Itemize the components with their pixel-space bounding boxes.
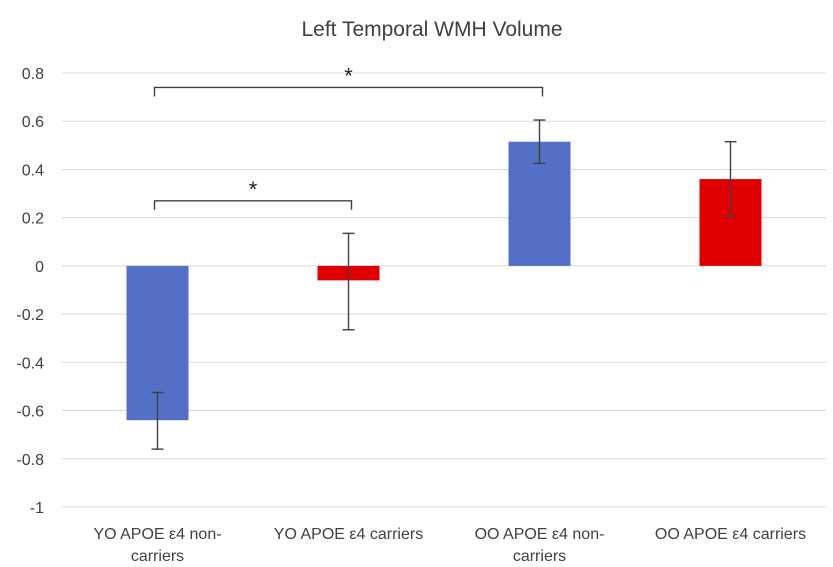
significance-bracket [153, 200, 353, 210]
y-tick-label: 0.2 [22, 211, 44, 228]
chart-title: Left Temporal WMH Volume [301, 18, 562, 41]
x-category-label: carriers [513, 548, 566, 565]
bar-layer [126, 141, 762, 421]
significance-marker: * [249, 177, 258, 202]
y-tick-label: 0 [35, 259, 44, 276]
x-axis-category-labels: YO APOE ε4 non-carriers YO APOE ε4 carrie… [93, 526, 806, 565]
y-tick-label: 0.6 [22, 114, 44, 131]
x-category-label: YO APOE ε4 carriers [274, 526, 423, 543]
error-bar-layer [151, 119, 737, 450]
y-tick-label: 0.4 [22, 162, 44, 179]
significance-marker: * [344, 63, 353, 88]
x-category-label: OO APOE ε4 non- [475, 526, 605, 543]
x-category-label: YO APOE ε4 non- [93, 526, 221, 543]
significance-layer: ** [153, 63, 544, 210]
y-tick-label: -0.4 [16, 355, 44, 372]
x-category-label: carriers [131, 548, 184, 565]
y-axis-tick-labels: 0.8 0.6 0.4 0.2 0 -0.2 -0.4 -0.6 -0.8 -1 [16, 66, 44, 517]
y-tick-label: 0.8 [22, 66, 44, 83]
y-tick-label: -0.8 [16, 452, 44, 469]
significance-bracket [153, 86, 544, 97]
x-category-label: OO APOE ε4 carriers [655, 526, 806, 543]
y-tick-label: -0.6 [16, 404, 44, 421]
grid-layer [62, 72, 826, 508]
y-tick-label: -0.2 [16, 307, 44, 324]
y-tick-label: -1 [30, 500, 44, 517]
